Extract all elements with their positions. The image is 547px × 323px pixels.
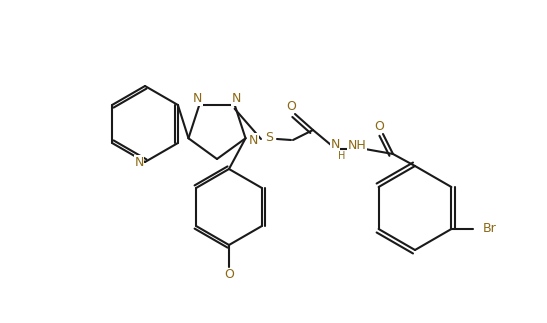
Text: O: O <box>286 99 296 112</box>
Text: Br: Br <box>482 223 496 235</box>
Text: H: H <box>338 151 345 161</box>
Text: N: N <box>135 155 144 169</box>
Text: O: O <box>374 120 384 132</box>
Text: S: S <box>265 130 273 143</box>
Text: N: N <box>232 92 241 105</box>
Text: N: N <box>249 134 258 147</box>
Text: N: N <box>193 92 202 105</box>
Text: O: O <box>224 268 234 282</box>
Text: N: N <box>330 138 340 151</box>
Text: NH: NH <box>348 139 366 151</box>
